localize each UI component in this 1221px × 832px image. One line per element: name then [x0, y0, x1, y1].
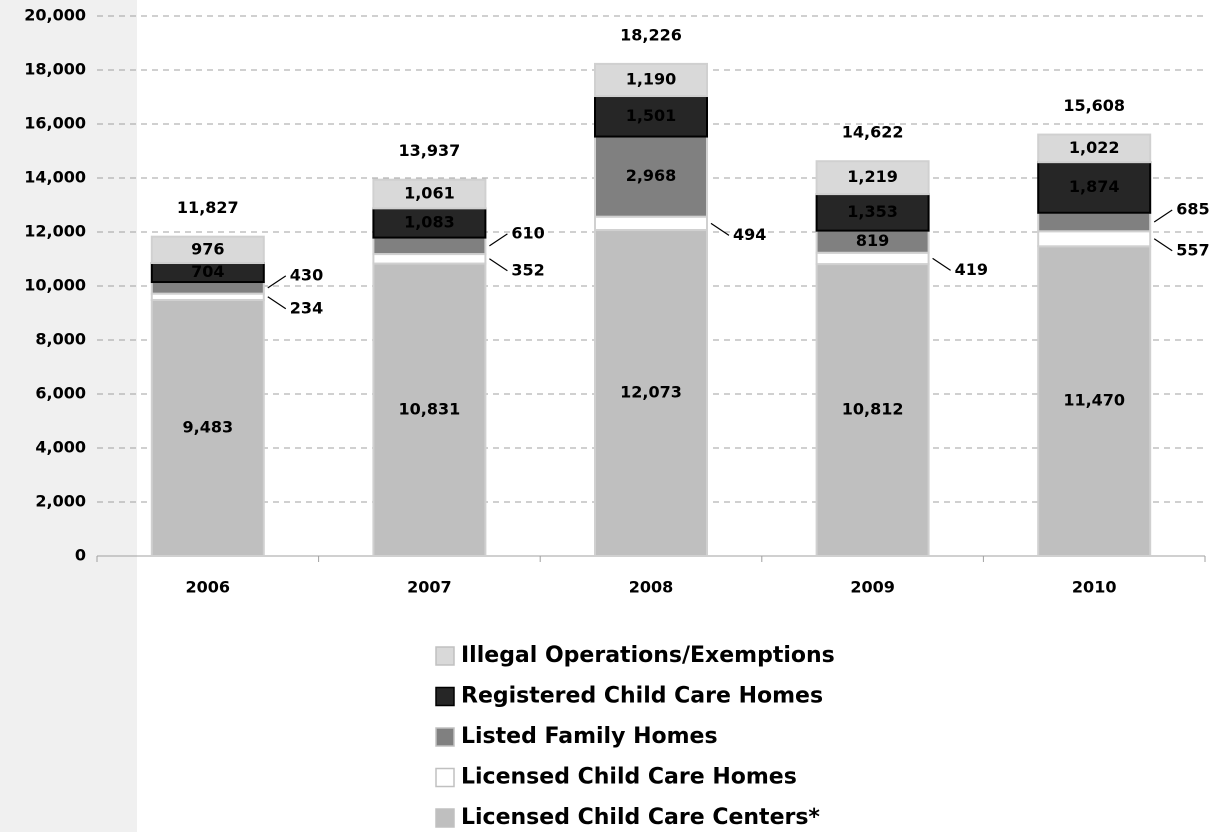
value-label: 1,874	[1069, 177, 1120, 196]
bar-segment	[815, 263, 930, 557]
bar-segment	[815, 160, 930, 196]
y-tick-label: 14,000	[24, 168, 86, 187]
legend-swatch	[435, 727, 455, 747]
bar-segment	[150, 281, 265, 295]
y-tick-label: 2,000	[35, 492, 86, 511]
value-label: 1,353	[847, 202, 898, 221]
value-label: 704	[191, 262, 224, 281]
y-tick-label: 10,000	[24, 276, 86, 295]
value-label: 9,483	[182, 417, 233, 436]
value-label: 12,073	[620, 383, 682, 402]
value-label: 1,501	[626, 106, 677, 125]
value-label: 1,219	[847, 167, 898, 186]
value-label: 2,968	[626, 166, 677, 185]
bar-segment	[150, 235, 265, 265]
x-tick-label: 2008	[629, 578, 674, 597]
axis-panel	[0, 0, 137, 832]
y-tick-label: 8,000	[35, 330, 86, 349]
value-label: 1,061	[404, 184, 455, 203]
x-tick-label: 2010	[1072, 578, 1117, 597]
bar-segment	[1037, 161, 1152, 214]
value-label: 10,812	[842, 400, 904, 419]
value-label: 10,831	[399, 399, 461, 418]
leader-line	[1153, 209, 1173, 223]
leader-line	[489, 233, 508, 247]
bar-segment	[372, 207, 487, 239]
legend-swatch	[435, 767, 455, 788]
bar-segment	[594, 62, 708, 98]
value-label: 819	[856, 231, 889, 250]
x-tick-label: 2009	[850, 578, 895, 597]
total-label: 11,827	[177, 198, 239, 217]
bar-segment	[1037, 245, 1152, 557]
value-label: 557	[1176, 240, 1209, 259]
y-tick-label: 6,000	[35, 384, 86, 403]
bar-segment	[372, 262, 487, 557]
y-tick-label: 16,000	[24, 114, 86, 133]
value-label: 352	[511, 260, 544, 279]
total-label: 13,937	[399, 141, 461, 160]
leader-line	[489, 258, 508, 272]
value-label: 685	[1176, 200, 1209, 219]
y-tick-label: 20,000	[24, 6, 86, 25]
value-label: 1,083	[404, 212, 455, 231]
y-tick-label: 4,000	[35, 438, 86, 457]
y-tick-label: 12,000	[24, 222, 86, 241]
value-label: 976	[191, 239, 224, 258]
bar-segment	[372, 178, 487, 210]
legend-label: Registered Child Care Homes	[461, 684, 823, 709]
bar-segment	[815, 193, 930, 232]
value-label: 494	[733, 225, 766, 244]
bar-segment	[594, 135, 708, 218]
total-label: 15,608	[1063, 96, 1125, 115]
y-tick-label: 0	[75, 546, 86, 565]
value-label: 1,190	[626, 69, 677, 88]
bar-segment	[815, 251, 930, 266]
bar-segment	[372, 236, 487, 256]
leader-line	[932, 257, 951, 271]
total-label: 18,226	[620, 25, 682, 44]
legend-label: Listed Family Homes	[461, 724, 718, 749]
bar-segment	[1037, 211, 1152, 233]
legend-label: Licensed Child Care Homes	[461, 765, 797, 790]
y-tick-label: 18,000	[24, 60, 86, 79]
bar-segment	[594, 215, 708, 232]
legend-label: Illegal Operations/Exemptions	[461, 643, 835, 668]
bar-segment	[1037, 133, 1152, 164]
total-label: 14,622	[842, 123, 904, 142]
bar-segment	[1037, 230, 1152, 248]
leader-line	[267, 275, 287, 289]
x-tick-label: 2006	[186, 578, 231, 597]
bar-segment	[372, 253, 487, 265]
legend-label: Licensed Child Care Centers*	[461, 805, 820, 830]
value-label: 419	[955, 260, 988, 279]
leader-line	[267, 296, 287, 310]
legend-swatch	[435, 686, 455, 707]
leader-line	[1153, 238, 1173, 252]
value-label: 1,022	[1069, 138, 1120, 157]
legend-swatch	[435, 646, 455, 666]
value-label: 234	[290, 298, 323, 317]
value-label: 11,470	[1063, 391, 1125, 410]
value-label: 430	[290, 265, 323, 284]
x-tick-label: 2007	[407, 578, 452, 597]
leader-line	[710, 222, 730, 236]
legend-swatch	[435, 808, 455, 828]
value-label: 610	[511, 223, 544, 242]
